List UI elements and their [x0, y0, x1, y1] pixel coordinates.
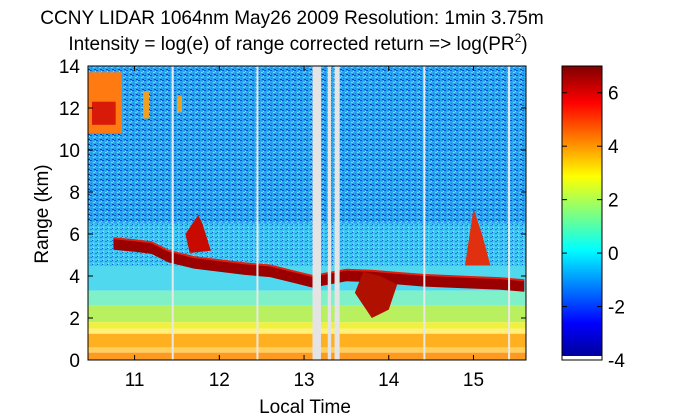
cloud-patch-2 — [176, 95, 182, 113]
x-tick-label: 12 — [209, 370, 230, 391]
colorbar-tick-label: 6 — [608, 84, 619, 105]
chart-title: CCNY LIDAR 1064nm May26 2009 Resolution:… — [40, 8, 543, 29]
colorbar-tick-label: 2 — [608, 191, 619, 212]
y-tick-label: 4 — [69, 267, 80, 288]
data-gap-line — [508, 66, 511, 360]
band-near-surface — [88, 333, 526, 348]
early-cloud-core — [92, 101, 116, 125]
plot-frame — [87, 65, 527, 361]
band-boundary-layer — [88, 305, 526, 323]
y-tick-label: 8 — [69, 183, 80, 204]
data-gap-line — [423, 66, 426, 360]
x-tick-label: 14 — [378, 370, 400, 391]
cloud-patch-1 — [143, 91, 150, 119]
data-gap-line — [256, 66, 259, 360]
colorbar-tick-label: -2 — [608, 298, 625, 319]
y-tick-label: 0 — [69, 351, 80, 372]
y-tick-label: 10 — [59, 141, 80, 162]
colorbar-tick-label: -4 — [608, 351, 625, 372]
plume-1 — [185, 215, 211, 253]
y-tick-label: 2 — [69, 309, 80, 330]
colorbar-nodata-swatch — [562, 355, 602, 360]
colorbar-frame — [561, 65, 603, 361]
y-tick-label: 14 — [59, 57, 81, 78]
band-near-surface-pale — [88, 347, 526, 353]
chart-subtitle: Intensity = log(e) of range corrected re… — [68, 31, 527, 55]
colorbar: -4 -2 0 2 4 6 — [561, 65, 625, 372]
y-tick-label: 6 — [69, 225, 80, 246]
subtitle-superscript: 2 — [515, 31, 522, 45]
y-axis-label: Range (km) — [32, 164, 53, 263]
plume-2 — [354, 271, 398, 318]
band-bl-pale — [88, 328, 526, 334]
plume-3 — [465, 208, 491, 266]
noise-region-upper — [88, 66, 526, 224]
data-gap-block — [334, 66, 340, 360]
aerosol-layer — [113, 238, 525, 292]
data-gap-block — [327, 66, 332, 360]
data-gap-block — [312, 66, 321, 360]
band-boundary-layer-top — [88, 290, 526, 306]
colorbar-gradient — [562, 66, 602, 360]
band-surface — [88, 352, 526, 360]
x-axis-label: Local Time — [259, 397, 351, 418]
y-tick-label: 12 — [59, 99, 80, 120]
subtitle-prefix: Intensity = log(e) of range corrected re… — [68, 34, 514, 55]
plot-area: 11 12 13 14 15 0 2 4 6 8 10 12 14 — [59, 57, 527, 391]
x-tick-label: 11 — [125, 370, 145, 391]
colorbar-tick-label: 4 — [608, 137, 619, 158]
band-bl-bright — [88, 322, 526, 329]
colorbar-tick-label: 0 — [608, 244, 619, 265]
x-tick-label: 13 — [293, 370, 314, 391]
x-tick-label: 15 — [463, 370, 484, 391]
subtitle-suffix: ) — [521, 34, 527, 55]
aerosol-layer-edge — [113, 237, 525, 282]
data-gap-line — [171, 66, 174, 360]
